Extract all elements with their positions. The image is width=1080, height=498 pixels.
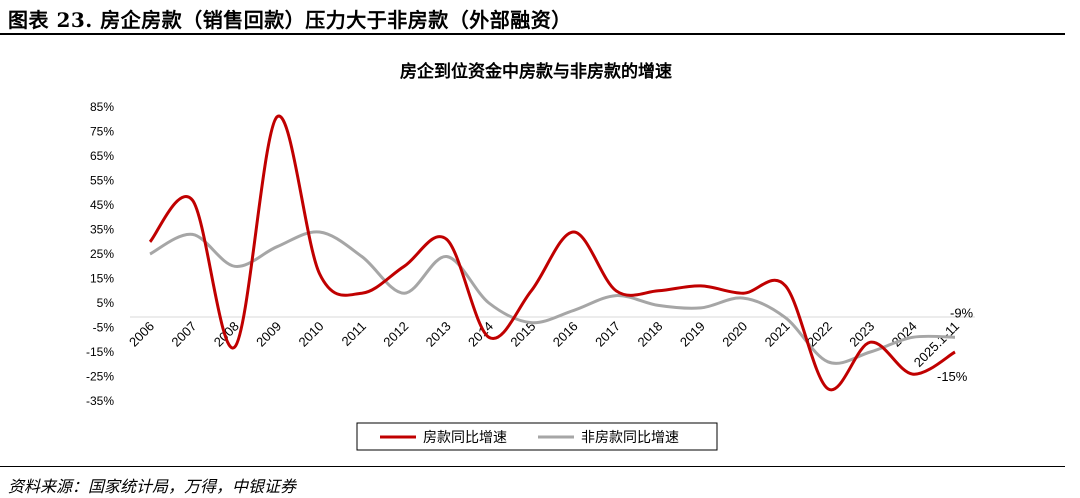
legend-label-nonhouse: 非房款同比增速	[581, 430, 679, 446]
y-tick-label: -25%	[86, 370, 114, 384]
x-tick-label: 2010	[296, 319, 327, 350]
annotation-nonhouse-last: -9%	[950, 305, 974, 320]
top-rule	[0, 33, 1065, 35]
y-tick-label: 65%	[90, 149, 114, 163]
legend-box	[356, 422, 718, 451]
y-tick-label: 5%	[97, 296, 115, 310]
x-tick-label: 2013	[423, 319, 454, 350]
y-tick-label: -5%	[93, 321, 115, 335]
y-tick-label: 55%	[90, 174, 114, 188]
x-tick-label: 2018	[634, 319, 665, 350]
x-tick-label: 2017	[592, 319, 623, 350]
x-tick-label: 2011	[339, 319, 369, 349]
y-tick-label: 35%	[90, 223, 114, 237]
series-lines	[148, 114, 956, 392]
annotation-house-last: -15%	[937, 369, 968, 384]
y-tick-label: 75%	[90, 125, 114, 139]
x-tick-label: 2006	[126, 319, 157, 350]
x-tick-label: 2023	[846, 319, 877, 350]
y-tick-label: 25%	[90, 247, 114, 261]
series-line-nonhouse	[149, 230, 956, 365]
y-tick-label: 85%	[90, 100, 114, 114]
y-tick-label: -15%	[86, 345, 114, 359]
x-tick-label: 2025.1-11	[911, 319, 962, 370]
series-line-house	[148, 114, 956, 392]
x-tick-label: 2012	[380, 319, 411, 350]
legend-label-house: 房款同比增速	[423, 430, 507, 446]
legend: 房款同比增速 非房款同比增速	[356, 422, 718, 451]
x-tick-label: 2019	[677, 319, 708, 350]
chart-title: 房企到位资金中房款与非房款的增速	[400, 61, 672, 82]
figure-title: 图表 23. 房企房款（销售回款）压力大于非房款（外部融资）	[8, 8, 572, 32]
x-tick-label: 2016	[550, 319, 581, 350]
y-tick-label: 15%	[90, 272, 114, 286]
y-tick-label: 45%	[90, 198, 114, 212]
bottom-rule	[0, 466, 1065, 467]
x-tick-label: 2020	[719, 319, 750, 350]
x-tick-label: 2007	[168, 319, 199, 350]
x-tick-label: 2021	[762, 319, 793, 350]
x-tick-label: 2009	[253, 319, 284, 350]
y-tick-label: -35%	[86, 394, 114, 408]
source-note: 资料来源：国家统计局，万得，中银证券	[8, 477, 297, 496]
y-axis: 85% 75% 65% 55% 45% 35% 25% 15% 5% -5% -15% -25% -35…	[86, 100, 114, 408]
